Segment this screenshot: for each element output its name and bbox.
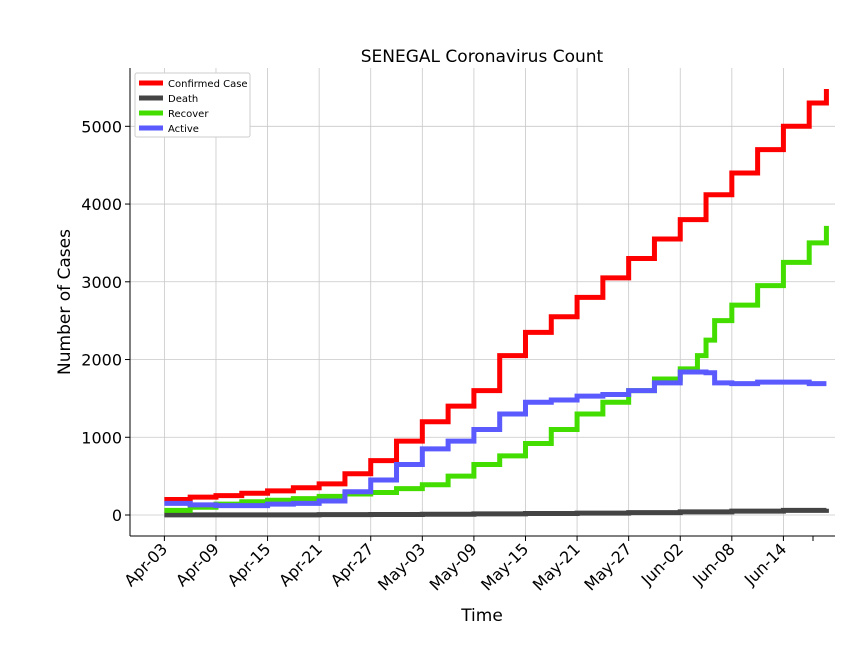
legend-label: Confirmed Case — [168, 79, 248, 90]
series-line-active — [164, 369, 827, 509]
x-tick-label: May-09 — [426, 539, 481, 594]
legend-label: Active — [168, 124, 199, 135]
y-tick-label: 5000 — [81, 117, 122, 136]
y-tick-label: 2000 — [81, 351, 122, 370]
x-tick-label: May-15 — [477, 539, 532, 594]
x-axis-title: Time — [460, 606, 503, 626]
legend-label: Recover — [168, 109, 209, 120]
series-line-recover — [164, 225, 829, 513]
x-tick-label: Jun-08 — [688, 539, 738, 589]
series-line-confirmed-case — [164, 88, 829, 502]
x-tick-label: Jun-02 — [637, 539, 687, 589]
y-tick-label: 1000 — [81, 428, 122, 447]
x-tick-label: Apr-03 — [120, 539, 171, 590]
x-tick-label: Jun-14 — [740, 539, 790, 589]
legend-label: Death — [168, 94, 198, 105]
series-lines — [164, 88, 829, 518]
series-line-death — [164, 507, 829, 518]
x-tick-label: Apr-27 — [327, 539, 378, 590]
chart-title: SENEGAL Coronavirus Count — [361, 47, 604, 67]
x-tick-label: May-27 — [580, 539, 635, 594]
y-tick-label: 3000 — [81, 273, 122, 292]
x-tick-label: May-21 — [529, 539, 584, 594]
x-tick-label: Apr-21 — [275, 539, 326, 590]
axes — [125, 68, 835, 541]
legend-box — [134, 72, 251, 138]
x-tick-label: Apr-15 — [224, 539, 275, 590]
y-tick-label: 4000 — [81, 195, 122, 214]
x-tick-label: May-03 — [374, 539, 429, 594]
y-tick-label: 0 — [112, 506, 122, 525]
tick-labels: Apr-03 Apr-09 Apr-15 Apr-21 Apr-27May-03May-… — [81, 117, 790, 594]
legend: Confirmed Case Death Recover Active — [134, 72, 251, 138]
y-axis-title: Number of Cases — [55, 229, 75, 375]
x-tick-label: Apr-09 — [172, 539, 223, 590]
